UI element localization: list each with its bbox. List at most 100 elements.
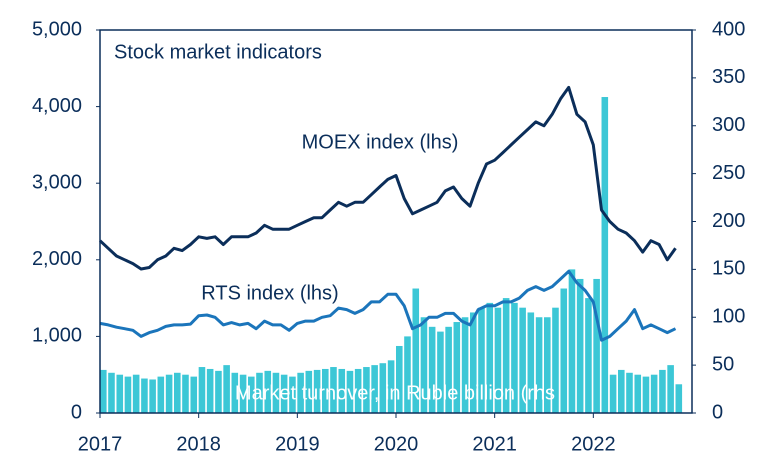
x-tick-label: 2018 (176, 433, 221, 454)
turnover-bar (445, 326, 452, 413)
turnover-bar (511, 302, 518, 413)
turnover-bar (354, 368, 362, 413)
turnover-bar (231, 372, 239, 413)
turnover-bar (248, 376, 255, 413)
turnover-bar (544, 317, 551, 413)
y2-tick-label: 300 (712, 114, 745, 136)
rts-label: RTS index (lhs) (201, 282, 338, 304)
turnover-bar (593, 278, 600, 413)
turnover-label: Market turnover, in Ruble billion (rhs (235, 382, 555, 404)
turnover-bar (437, 331, 444, 413)
turnover-bar (297, 372, 304, 413)
turnover-bar (165, 374, 173, 413)
turnover-bar (330, 367, 337, 413)
turnover-bar (141, 378, 148, 413)
turnover-bar (387, 360, 395, 413)
turnover-bar (289, 376, 296, 413)
turnover-bar (100, 369, 107, 413)
chart-title: Stock market indicators (114, 41, 322, 63)
turnover-bar (371, 365, 378, 413)
y2-tick-label: 200 (712, 210, 745, 232)
turnover-bar (272, 372, 280, 413)
turnover-bar (322, 368, 329, 413)
y-tick-label: 3,000 (32, 171, 82, 193)
turnover-bar (667, 365, 674, 413)
turnover-bar (108, 372, 115, 413)
turnover-bar (124, 376, 132, 413)
turnover-bar (675, 384, 683, 413)
index-line (99, 269, 677, 342)
turnover-bar (363, 367, 370, 413)
turnover-bar (404, 336, 411, 413)
y-tick-label: 2,000 (32, 248, 82, 270)
turnover-bar (157, 376, 165, 413)
y2-tick-label: 350 (712, 66, 745, 88)
turnover-bar (215, 370, 222, 413)
x-tick-label: 2019 (275, 433, 320, 454)
turnover-bar (519, 307, 526, 413)
turnover-bar (346, 370, 354, 413)
y2-tick-label: 400 (712, 18, 745, 40)
x-tick-label: 2017 (78, 433, 123, 454)
turnover-bar (461, 317, 469, 413)
turnover-bar (585, 298, 592, 413)
y2-tick-label: 50 (712, 353, 734, 375)
turnover-bar (576, 278, 584, 413)
turnover-bar (601, 97, 609, 414)
y2-tick-label: 150 (712, 258, 745, 280)
x-tick-label: 2020 (374, 433, 419, 454)
y2-tick-label: 250 (712, 162, 745, 184)
turnover-bar (659, 369, 666, 413)
turnover-bar (182, 374, 189, 413)
turnover-bar (552, 307, 559, 413)
turnover-bar (453, 322, 461, 413)
y2-tick-label: 100 (712, 306, 745, 328)
turnover-bar (396, 345, 403, 413)
turnover-bar (568, 269, 576, 413)
turnover-bars (100, 97, 683, 414)
turnover-bar (494, 307, 502, 413)
turnover-bar (313, 369, 321, 413)
turnover-bar (264, 370, 272, 413)
index-line (98, 85, 677, 271)
turnover-bar (198, 367, 206, 413)
turnover-bar (174, 372, 181, 413)
x-tick-label: 2022 (571, 433, 616, 454)
turnover-bar (305, 370, 313, 413)
turnover-bar (470, 312, 477, 413)
y-tick-label: 5,000 (32, 18, 82, 40)
y-tick-label: 4,000 (32, 95, 82, 117)
turnover-bar (149, 379, 156, 413)
turnover-bar (478, 307, 485, 413)
turnover-bar (223, 365, 230, 413)
turnover-bar (379, 363, 387, 413)
turnover-bar (428, 326, 436, 413)
turnover-bar (239, 374, 247, 413)
turnover-bar (190, 376, 198, 413)
y2-tick-label: 0 (712, 401, 723, 423)
turnover-bar (642, 376, 650, 413)
lines (98, 85, 677, 342)
turnover-bar (535, 317, 543, 413)
turnover-bar (650, 374, 658, 413)
turnover-bar (420, 317, 428, 413)
turnover-bar (486, 302, 494, 413)
turnover-bar (116, 374, 124, 413)
turnover-bar (206, 368, 214, 413)
y-tick-label: 0 (71, 401, 82, 423)
turnover-bar (609, 374, 617, 413)
x-tick-label: 2021 (472, 433, 517, 454)
turnover-bar (338, 368, 346, 413)
turnover-bar (280, 374, 288, 413)
turnover-bar (634, 374, 642, 413)
turnover-bar (412, 288, 420, 413)
y-tick-label: 1,000 (32, 325, 82, 347)
turnover-bar (618, 369, 625, 413)
turnover-bar (256, 372, 263, 413)
turnover-bar (527, 312, 535, 413)
turnover-bar (626, 372, 633, 413)
turnover-bar (560, 288, 568, 413)
turnover-bar (502, 298, 510, 413)
turnover-bar (132, 374, 140, 413)
